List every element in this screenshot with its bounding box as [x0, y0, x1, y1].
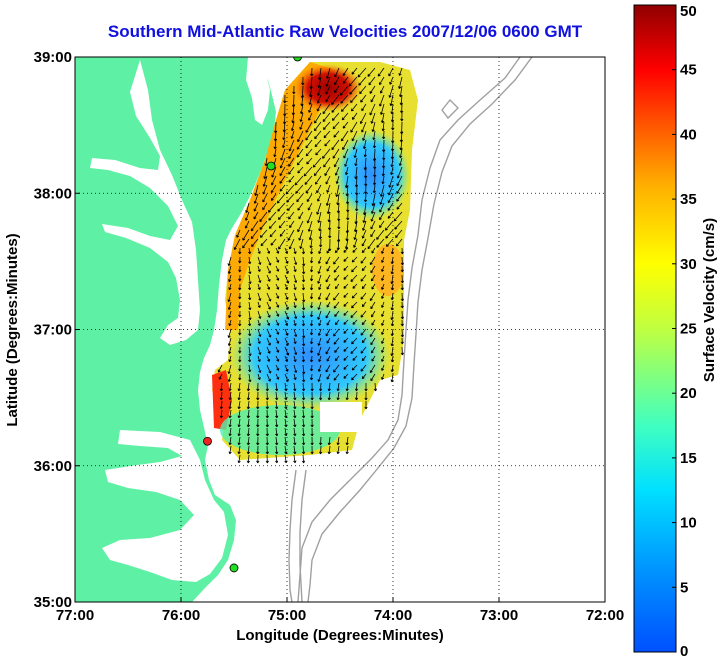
- colorbar-tick-label: 30: [680, 256, 697, 273]
- velocity-slow-region-south: [230, 300, 390, 410]
- colorbar-tick-label: 35: [680, 191, 697, 208]
- station-marker-station-3: [203, 436, 212, 446]
- colorbar: [633, 4, 677, 653]
- colorbar-tick-label: 50: [680, 3, 697, 20]
- colorbar-tick-label: 25: [680, 321, 697, 338]
- pamlico-sound: [102, 430, 228, 582]
- velocity-field: [212, 62, 418, 464]
- station-marker-station-1: [293, 57, 302, 62]
- y-tick-label: 36:00: [34, 458, 72, 475]
- y-tick-label: 38:00: [34, 185, 72, 202]
- bathymetry-contours: [288, 57, 533, 602]
- vector-arrows: [217, 67, 404, 464]
- y-tick-label: 39:00: [34, 49, 72, 66]
- x-tick-label: 77:00: [56, 607, 94, 624]
- chesapeake-bay: [90, 60, 200, 345]
- delaware-bay: [246, 57, 270, 125]
- y-tick-label: 35:00: [34, 594, 72, 611]
- station-marker-station-2: [266, 161, 276, 171]
- colorbar-tick-label: 0: [680, 643, 688, 659]
- velocity-hotspot-north: [294, 64, 362, 112]
- velocity-orange-band: [225, 62, 335, 330]
- vector-arrow-paths: [217, 67, 404, 464]
- x-tick-label: 76:00: [162, 607, 200, 624]
- colorbar-tick-label: 40: [680, 126, 697, 143]
- colorbar-tick-label: 5: [680, 579, 688, 596]
- x-axis-label: Longitude (Degrees:Minutes): [236, 627, 444, 644]
- y-tick-label: 37:00: [34, 322, 72, 339]
- x-tick-label: 72:00: [586, 607, 624, 624]
- colorbar-tick-label: 10: [680, 515, 697, 532]
- station-marker-station-4: [229, 563, 239, 573]
- map-title: Southern Mid-Atlantic Raw Velocities 200…: [107, 22, 583, 41]
- station-markers: [203, 57, 302, 573]
- no-data-gap: [320, 402, 362, 432]
- colorbar-tick-label: 20: [680, 385, 697, 402]
- x-tick-label: 73:00: [480, 607, 518, 624]
- x-tick-label: 75:00: [268, 607, 306, 624]
- map-grid: [75, 57, 605, 602]
- x-axis-ticks: 77:00 76:00 75:00 74:00 73:00 72:00: [56, 597, 624, 624]
- y-axis-ticks: 39:00 38:00 37:00 36:00 35:00: [34, 49, 80, 611]
- colorbar-label: Surface Velocity (cm/s): [701, 218, 718, 382]
- colorbar-tick-label: 15: [680, 450, 697, 467]
- y-axis-label: Latitude (Degrees:Minutes): [4, 233, 21, 426]
- velocity-fast-zone-east: [372, 244, 404, 296]
- x-tick-label: 74:00: [374, 607, 412, 624]
- colorbar-tick-label: 45: [680, 62, 697, 79]
- velocity-green-zone: [220, 405, 340, 455]
- velocity-hotspot-south: [212, 370, 232, 430]
- colorbar-ticks: 0 5 10 15 20 25 30 35 40 45 50: [672, 3, 697, 659]
